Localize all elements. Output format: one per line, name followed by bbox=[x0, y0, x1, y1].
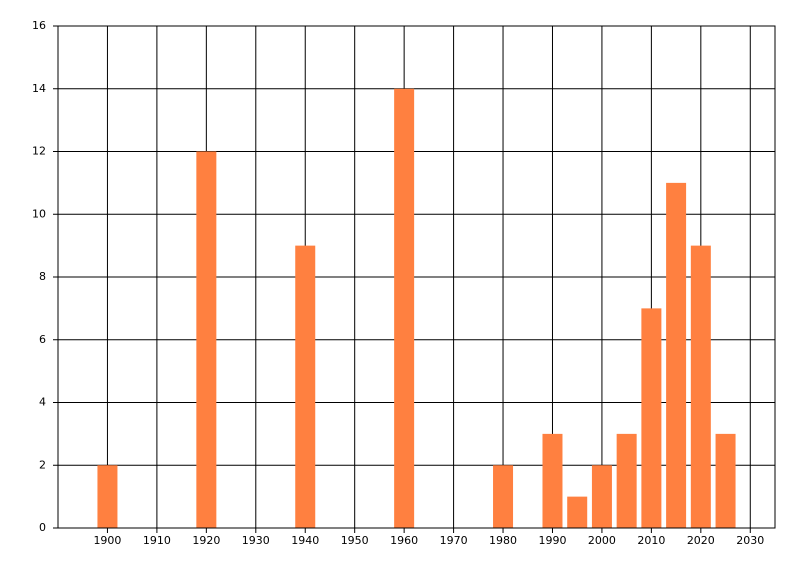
bar bbox=[616, 433, 637, 528]
y-tick-label: 10 bbox=[32, 207, 46, 220]
x-tick-label: 1920 bbox=[192, 534, 220, 547]
x-tick-label: 2020 bbox=[687, 534, 715, 547]
bar bbox=[295, 245, 316, 528]
x-tick-label: 1930 bbox=[242, 534, 270, 547]
x-tick-label: 2010 bbox=[637, 534, 665, 547]
x-tick-label: 2000 bbox=[588, 534, 616, 547]
y-tick-label: 12 bbox=[32, 145, 46, 158]
bar bbox=[641, 308, 662, 528]
bar bbox=[666, 182, 687, 528]
y-tick-label: 8 bbox=[39, 270, 46, 283]
bar bbox=[394, 88, 415, 528]
bar bbox=[542, 433, 563, 528]
x-tick-label: 1940 bbox=[291, 534, 319, 547]
bar bbox=[493, 465, 514, 528]
y-tick-label: 2 bbox=[39, 458, 46, 471]
x-tick-label: 1900 bbox=[93, 534, 121, 547]
y-tick-label: 4 bbox=[39, 396, 46, 409]
x-tick-label: 1950 bbox=[341, 534, 369, 547]
x-tick-label: 1980 bbox=[489, 534, 517, 547]
y-tick-label: 6 bbox=[39, 333, 46, 346]
bar bbox=[591, 465, 612, 528]
x-tick-label: 1970 bbox=[440, 534, 468, 547]
x-tick-label: 2030 bbox=[736, 534, 764, 547]
bar bbox=[715, 433, 736, 528]
y-tick-label: 0 bbox=[39, 521, 46, 534]
bar bbox=[196, 151, 217, 528]
y-tick-label: 14 bbox=[32, 82, 46, 95]
bar bbox=[567, 496, 588, 528]
y-tick-label: 16 bbox=[32, 19, 46, 32]
bar bbox=[97, 465, 118, 528]
x-tick-label: 1960 bbox=[390, 534, 418, 547]
x-tick-label: 1910 bbox=[143, 534, 171, 547]
bar bbox=[690, 245, 711, 528]
x-tick-label: 1990 bbox=[538, 534, 566, 547]
